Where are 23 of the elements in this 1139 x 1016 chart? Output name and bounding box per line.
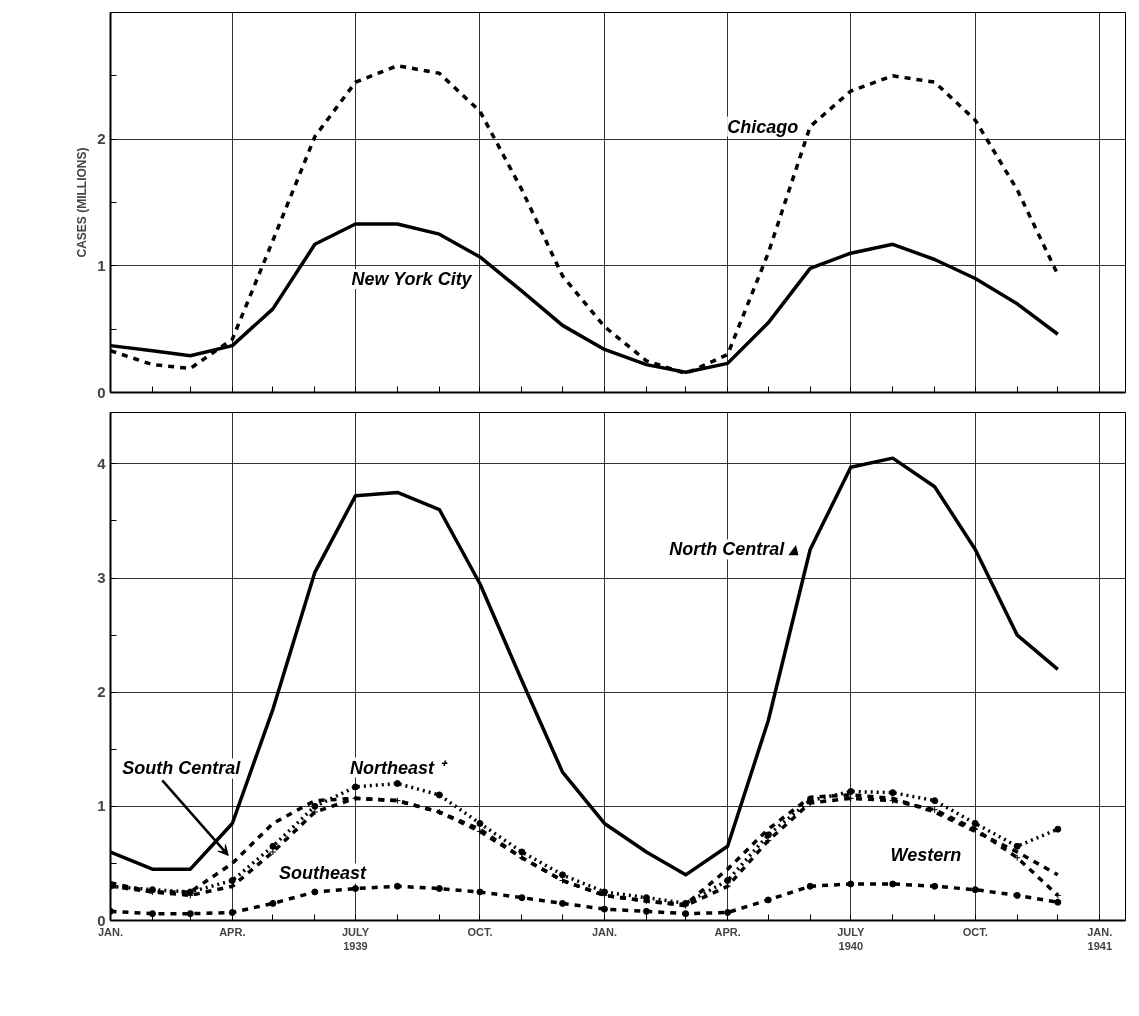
y-tick-label: 3 [97, 569, 106, 587]
y-tick-label: 2 [97, 130, 106, 148]
x-tick-label: OCT. [962, 925, 988, 938]
x-tick-label: JULY 1939 [341, 925, 370, 952]
y-axis-title: CASES (MILLIONS) [75, 147, 90, 258]
y-tick-label: 0 [97, 383, 106, 401]
y-tick-label: 1 [97, 256, 106, 274]
x-tick-label: APR. [219, 925, 246, 938]
x-tick-label: JAN. 1941 [1087, 925, 1113, 952]
text: South Central [122, 758, 242, 779]
series-label: New York City [351, 268, 473, 289]
series-label: North Central ▴ [669, 539, 800, 560]
x-tick-label: OCT. [467, 925, 493, 938]
series-label: Southeast [278, 863, 367, 884]
y-tick-label: 1 [97, 797, 106, 815]
series-label: Western [890, 845, 962, 866]
x-tick-label: APR. [714, 925, 741, 938]
series-label: Chicago [727, 116, 799, 137]
series-label: Northeast ⁺ [349, 757, 448, 778]
y-tick-label: 4 [97, 454, 107, 472]
x-tick-label: JAN. [591, 925, 617, 938]
y-tick-label: 2 [97, 683, 106, 701]
x-tick-label: JULY 1940 [837, 925, 865, 952]
